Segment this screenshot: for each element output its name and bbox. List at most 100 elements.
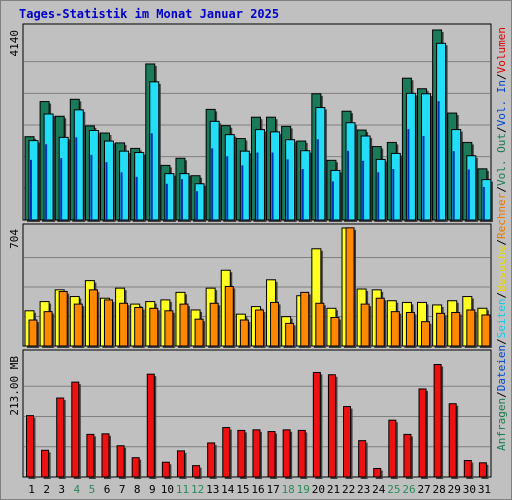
bar-seiten-body [285,139,296,221]
chart-title: Tages-Statistik im Monat Januar 2025 [19,7,280,21]
bar-rechner [179,303,190,348]
bar-volumen-body [26,415,34,478]
x-tick-label: 24 [372,483,386,496]
bar-rechner [375,297,387,348]
bar-seiten-body [209,120,220,221]
legend-item: Vol. Out [495,133,508,186]
bar-seiten-body [270,131,281,221]
bar-volumen-body [448,403,457,478]
bar-volumen-body [131,457,140,478]
bar-volumen [71,381,81,479]
bar-volumen-body [116,445,125,478]
bar-rechner-body [239,319,249,347]
bar-rechner [451,311,462,348]
bar-seiten-body [28,140,39,221]
bar-seiten-body [451,129,462,221]
bar-seiten-body [254,129,265,221]
x-tick-label: 14 [221,483,235,496]
x-tick-label: 3 [58,483,65,496]
bar-rechner [88,289,100,348]
bar-seiten [345,122,358,222]
bar-volumen-body [252,429,261,478]
bar-seiten-body [315,107,326,221]
bar-volumen [448,403,459,479]
bar-seiten [451,129,463,222]
bar-seiten [390,152,403,222]
bar-rechner-body [134,306,144,347]
bar-seiten-body [466,155,477,221]
bar-volumen [373,467,383,479]
bar-seiten [179,173,191,222]
bar-volumen-body [267,431,276,478]
bar-volumen [222,427,232,479]
bar-volumen-body [207,442,216,478]
bar-volumen [343,406,353,479]
legend-item: Rechner [495,192,508,239]
bar-seiten-body [481,179,492,221]
bar-volumen-body [478,462,487,478]
bar-volumen [86,433,96,479]
legend-item: / [495,186,508,193]
bar-volumen [237,429,247,479]
x-tick-label: 25 [387,483,400,496]
x-tick-label: 28 [433,483,446,496]
bar-seiten [209,120,222,222]
bar-seiten-body [375,158,386,221]
y-max-label-volume: 213.00 MB [8,356,21,416]
legend-item: Seiten [495,299,508,339]
x-tick-label: 31 [478,483,491,496]
bar-rechner-body [149,307,159,347]
bar-seiten [315,107,327,222]
bar-volumen [116,445,127,479]
bar-volumen [41,449,51,479]
bar-rechner [405,311,417,348]
bar-rechner [421,321,432,348]
bar-rechner-body [224,285,234,347]
bar-rechner [119,302,130,348]
bar-volumen [358,440,368,479]
bar-rechner [28,319,39,348]
bar-volumen [207,442,217,479]
bar-seiten [103,140,116,222]
bar-volumen-body [176,450,185,478]
bar-volumen [26,415,36,479]
bar-seiten [239,150,252,222]
bar-rechner [103,299,115,348]
bar-rechner-body [179,303,189,347]
bar-volumen [403,433,413,479]
bar-rechner-body [390,311,400,347]
y-max-label-requests: 4140 [8,30,21,57]
bar-seiten [270,131,282,222]
bar-seiten-body [103,140,114,221]
x-tick-label: 15 [236,483,249,496]
x-tick-label: 19 [297,483,310,496]
bar-rechner-body [194,318,204,347]
x-tick-label: 18 [282,483,295,496]
bar-seiten-body [164,173,175,221]
bar-seiten-body [436,42,447,221]
bar-rechner-body [375,297,385,347]
bar-seiten-body [43,113,54,221]
bar-seiten [285,139,297,222]
bar-rechner [73,303,85,348]
bar-volumen-body [343,406,352,478]
bar-rechner [224,285,236,348]
bar-rechner-body [315,302,325,347]
bar-volumen-body [41,449,50,478]
bar-seiten-body [239,150,250,221]
bar-volumen [252,429,262,479]
bar-seiten-body [224,134,235,221]
bar-volumen [146,373,157,479]
x-tick-label: 10 [161,483,174,496]
legend-item: / [495,73,508,80]
bar-volumen [418,388,429,479]
bar-volumen-body [297,429,306,478]
bar-rechner-body [73,303,83,347]
bar-seiten [481,179,493,222]
bar-seiten-body [300,150,311,221]
bar-volumen-body [101,433,110,478]
bar-seiten-body [119,150,130,221]
x-tick-label: 6 [104,483,111,496]
bar-volumen-body [418,388,427,478]
bar-volumen-body [312,371,321,478]
